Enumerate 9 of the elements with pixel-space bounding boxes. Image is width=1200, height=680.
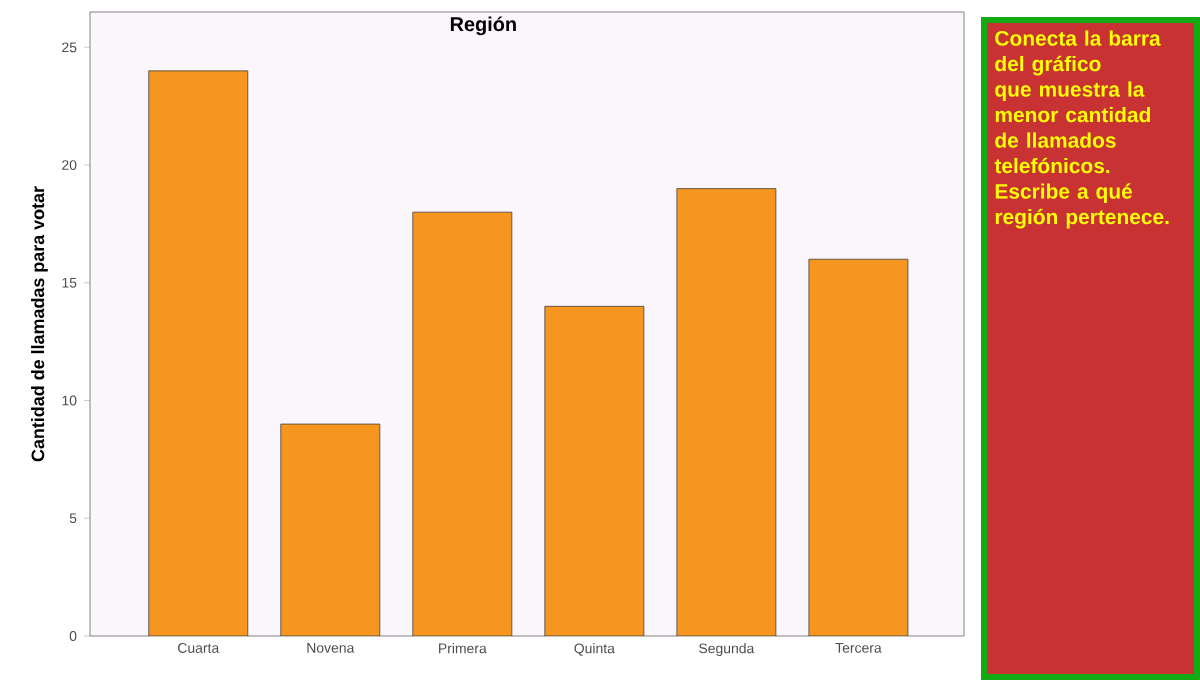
bar [148, 70, 248, 636]
bar [808, 258, 909, 636]
chart-title: Región [450, 16, 516, 36]
bar [412, 212, 512, 636]
y-axis-title: Cantidad de llamadas para votar [31, 186, 48, 462]
bar [280, 424, 380, 636]
bar [676, 188, 776, 636]
text: Conecta la barra del gráfico que muestra la menor cantidad de llamados telefónicos. Escribe a qué región pertenece. [994, 30, 1169, 229]
bar [544, 306, 644, 636]
